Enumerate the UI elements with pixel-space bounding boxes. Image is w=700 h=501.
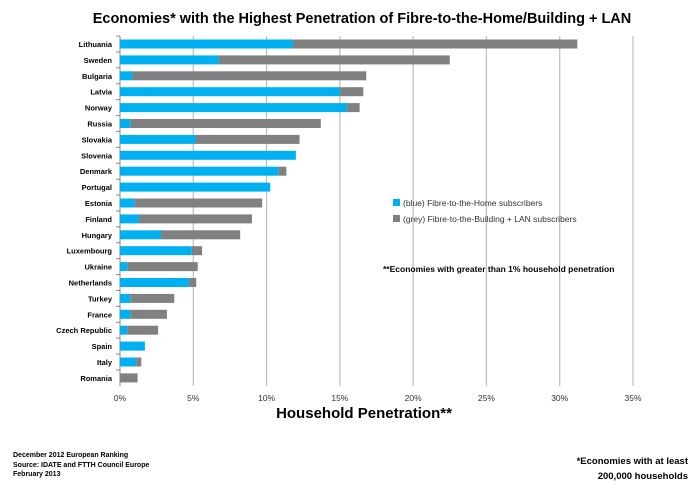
bar-fttb-lan bbox=[339, 87, 364, 97]
legend-label-grey: (grey) Fibre-to-the-Building + LAN subsc… bbox=[403, 214, 577, 224]
y-category-label: Hungary bbox=[82, 231, 113, 240]
bar-ftth bbox=[120, 230, 162, 240]
y-category-label: Ukraine bbox=[84, 263, 112, 272]
y-category-label: Romania bbox=[80, 374, 113, 383]
footer-date: February 2013 bbox=[13, 471, 61, 478]
footer-ranking: December 2012 European Ranking bbox=[13, 452, 129, 459]
bar-ftth bbox=[120, 119, 131, 128]
legend-label-blue: (blue) Fibre-to-the-Home subscribers bbox=[403, 198, 542, 208]
bar-fttb-lan bbox=[120, 373, 138, 383]
legend: (blue) Fibre-to-the-Home subscribers (gr… bbox=[393, 198, 577, 224]
bar-ftth bbox=[120, 309, 131, 319]
x-tick-label: 0% bbox=[114, 393, 127, 403]
x-axis-title: Household Penetration** bbox=[276, 405, 452, 422]
bar-ftth bbox=[120, 134, 196, 144]
y-category-label: Slovakia bbox=[82, 135, 113, 144]
bar-fttb-lan bbox=[188, 278, 197, 287]
bar-fttb-lan bbox=[347, 103, 360, 113]
x-tick-label: 25% bbox=[478, 393, 495, 403]
y-category-label: France bbox=[87, 310, 112, 319]
bar-fttb-lan bbox=[130, 309, 167, 319]
footnote-line-1: *Economies with at least bbox=[576, 456, 688, 467]
bar-fttb-lan bbox=[134, 198, 263, 208]
bar-ftth bbox=[120, 103, 348, 113]
bar-fttb-lan bbox=[136, 357, 142, 367]
bar-fttb-lan bbox=[130, 293, 175, 303]
bar-ftth bbox=[120, 166, 279, 176]
bar-fttb-lan bbox=[132, 71, 367, 81]
bar-fttb-lan bbox=[218, 55, 450, 65]
legend-swatch-grey bbox=[393, 215, 400, 222]
y-category-label: Lithuania bbox=[79, 40, 113, 49]
y-category-label: Italy bbox=[97, 358, 113, 367]
bar-ftth bbox=[120, 71, 133, 81]
y-category-label: Russia bbox=[87, 120, 112, 129]
bar-ftth bbox=[120, 182, 271, 192]
footer-source: Source: IDATE and FTTH Council Europe bbox=[13, 461, 150, 469]
footer-right: *Economies with at least 200,000 househo… bbox=[577, 454, 688, 484]
bar-ftth bbox=[120, 55, 219, 65]
footer-left: December 2012 European Ranking Source: I… bbox=[13, 451, 149, 480]
y-category-label: Turkey bbox=[88, 294, 113, 303]
bar-ftth bbox=[120, 198, 135, 208]
bar-fttb-lan bbox=[130, 119, 321, 128]
bar-fttb-lan bbox=[278, 166, 287, 176]
x-tick-label: 20% bbox=[405, 393, 422, 403]
y-category-label: Czech Republic bbox=[56, 326, 112, 335]
bar-ftth bbox=[120, 262, 128, 272]
bar-fttb-lan bbox=[161, 230, 241, 240]
bar-ftth bbox=[120, 246, 192, 256]
chart-title: Economies* with the Highest Penetration … bbox=[93, 11, 632, 27]
bar-ftth bbox=[120, 39, 293, 49]
bar-fttb-lan bbox=[139, 214, 252, 224]
annotation: **Economies with greater than 1% househo… bbox=[383, 264, 614, 274]
y-category-label: Bulgaria bbox=[82, 72, 113, 81]
bar-fttb-lan bbox=[191, 246, 203, 256]
y-category-label: Estonia bbox=[85, 199, 113, 208]
bar-fttb-lan bbox=[292, 39, 578, 49]
y-category-label: Norway bbox=[85, 104, 113, 113]
x-tick-label: 10% bbox=[258, 393, 275, 403]
bar-fttb-lan bbox=[195, 134, 300, 144]
bar-ftth bbox=[120, 325, 128, 335]
y-category-label: Denmark bbox=[80, 167, 113, 176]
bar-ftth bbox=[120, 293, 131, 303]
y-category-label: Luxembourg bbox=[67, 247, 113, 256]
x-tick-label: 5% bbox=[187, 393, 200, 403]
y-category-label: Sweden bbox=[84, 56, 113, 65]
y-category-label: Spain bbox=[92, 342, 113, 351]
x-tick-label: 35% bbox=[624, 393, 641, 403]
bar-ftth bbox=[120, 214, 140, 224]
bar-ftth bbox=[120, 87, 340, 97]
bar-ftth bbox=[120, 341, 145, 351]
footnote-line-2: 200,000 households bbox=[597, 471, 688, 482]
y-category-label: Netherlands bbox=[69, 279, 112, 288]
bar-ftth bbox=[120, 150, 296, 160]
y-category-label: Slovenia bbox=[81, 151, 113, 160]
y-category-label: Latvia bbox=[90, 88, 113, 97]
x-tick-label: 30% bbox=[551, 393, 568, 403]
bar-ftth bbox=[120, 278, 189, 287]
bar-fttb-lan bbox=[127, 262, 198, 272]
y-category-label: Finland bbox=[85, 215, 112, 224]
y-category-label: Portugal bbox=[82, 183, 112, 192]
legend-swatch-blue bbox=[393, 199, 400, 206]
bar-ftth bbox=[120, 357, 137, 367]
x-tick-label: 15% bbox=[331, 393, 348, 403]
bar-fttb-lan bbox=[127, 325, 159, 335]
